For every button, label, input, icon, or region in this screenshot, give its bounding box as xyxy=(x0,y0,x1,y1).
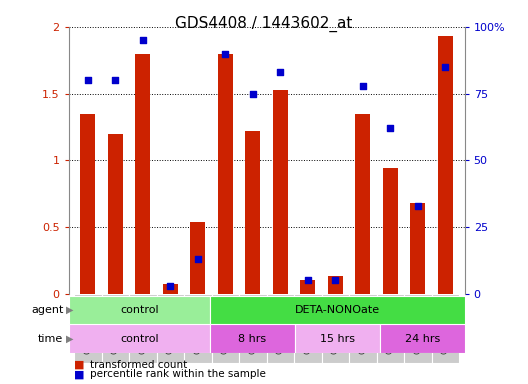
Point xyxy=(331,277,340,283)
Bar xyxy=(157,294,184,363)
Text: 8 hrs: 8 hrs xyxy=(239,334,267,344)
Point xyxy=(111,77,120,83)
Text: control: control xyxy=(120,305,159,315)
Bar xyxy=(246,131,260,294)
Text: GDS4408 / 1443602_at: GDS4408 / 1443602_at xyxy=(175,15,353,31)
Text: 15 hrs: 15 hrs xyxy=(320,334,355,344)
Text: GSM549081: GSM549081 xyxy=(111,299,120,354)
Bar xyxy=(135,53,150,294)
Bar xyxy=(129,294,157,363)
Bar xyxy=(239,294,267,363)
Text: ▶: ▶ xyxy=(66,305,73,315)
Bar xyxy=(295,324,380,353)
Bar xyxy=(438,36,453,294)
Text: GSM549091: GSM549091 xyxy=(386,299,395,354)
Text: time: time xyxy=(38,334,63,344)
Text: GSM549082: GSM549082 xyxy=(138,299,147,354)
Point xyxy=(413,203,422,209)
Bar xyxy=(404,294,432,363)
Text: percentile rank within the sample: percentile rank within the sample xyxy=(90,369,266,379)
Bar xyxy=(267,294,294,363)
Text: 24 hrs: 24 hrs xyxy=(404,334,440,344)
Bar xyxy=(355,114,371,294)
Text: ■: ■ xyxy=(74,369,84,379)
Text: DETA-NONOate: DETA-NONOate xyxy=(295,305,380,315)
Bar xyxy=(383,168,398,294)
Bar xyxy=(190,222,205,294)
Text: GSM549086: GSM549086 xyxy=(248,299,257,354)
Point xyxy=(221,50,230,56)
Point xyxy=(249,91,257,97)
Bar xyxy=(322,294,349,363)
Point xyxy=(194,256,202,262)
Point xyxy=(441,64,450,70)
Bar xyxy=(184,294,212,363)
Bar xyxy=(273,89,288,294)
Bar xyxy=(294,294,322,363)
Bar xyxy=(410,203,426,294)
Text: ▶: ▶ xyxy=(66,334,73,344)
Point xyxy=(166,283,175,289)
Bar xyxy=(101,294,129,363)
Bar xyxy=(163,285,178,294)
Point xyxy=(139,37,147,43)
Point xyxy=(304,277,312,283)
Bar xyxy=(210,296,465,324)
Text: GSM549090: GSM549090 xyxy=(359,299,367,354)
Text: agent: agent xyxy=(31,305,63,315)
Text: GSM549084: GSM549084 xyxy=(193,299,202,354)
Text: GSM549089: GSM549089 xyxy=(331,299,340,354)
Text: transformed count: transformed count xyxy=(90,360,187,370)
Bar xyxy=(69,296,210,324)
Text: GSM549085: GSM549085 xyxy=(221,299,230,354)
Text: GSM549088: GSM549088 xyxy=(304,299,313,354)
Text: GSM549083: GSM549083 xyxy=(166,299,175,354)
Bar xyxy=(432,294,459,363)
Bar xyxy=(210,324,295,353)
Bar xyxy=(74,294,101,363)
Text: ■: ■ xyxy=(74,360,84,370)
Bar xyxy=(300,280,315,294)
Bar xyxy=(349,294,376,363)
Point xyxy=(359,83,367,89)
Text: control: control xyxy=(120,334,159,344)
Text: GSM549080: GSM549080 xyxy=(83,299,92,354)
Point xyxy=(386,125,394,131)
Point xyxy=(83,77,92,83)
Text: GSM549092: GSM549092 xyxy=(413,299,422,354)
Bar xyxy=(328,276,343,294)
Text: GSM549087: GSM549087 xyxy=(276,299,285,354)
Bar xyxy=(108,134,123,294)
Bar xyxy=(380,324,465,353)
Bar xyxy=(69,324,210,353)
Text: GSM549093: GSM549093 xyxy=(441,299,450,354)
Bar xyxy=(80,114,96,294)
Point xyxy=(276,69,285,75)
Bar xyxy=(212,294,239,363)
Bar xyxy=(218,53,233,294)
Bar xyxy=(376,294,404,363)
